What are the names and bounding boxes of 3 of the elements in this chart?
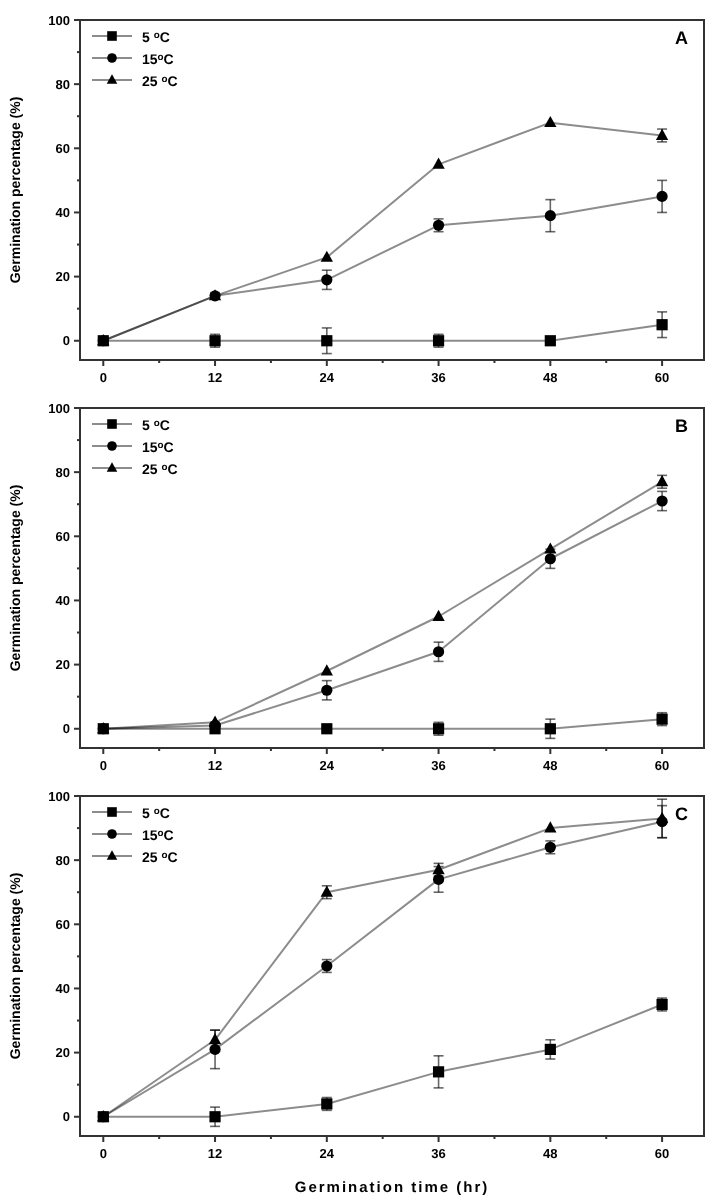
chart-title: C: [675, 804, 689, 824]
chart-title: A: [675, 28, 689, 48]
chart-title: B: [675, 416, 689, 436]
